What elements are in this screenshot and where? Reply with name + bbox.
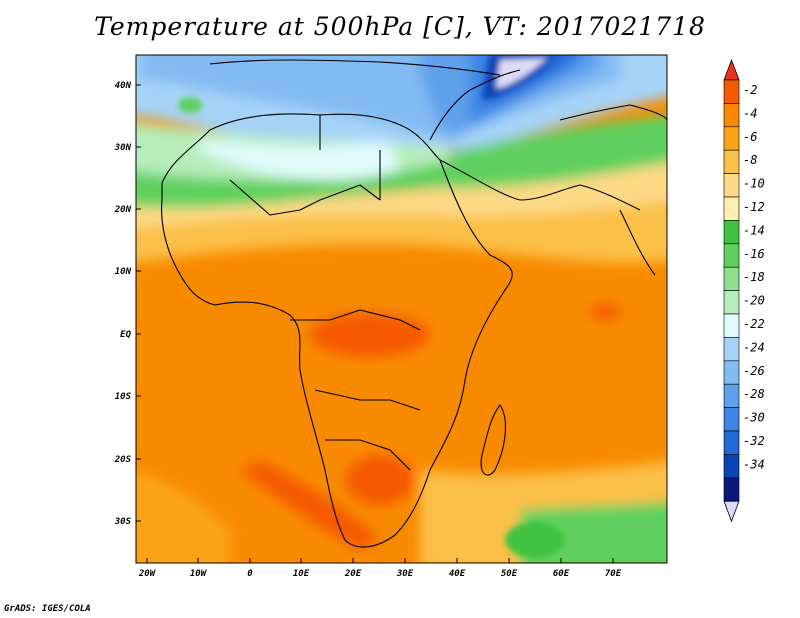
colorbar-label: -10 <box>743 177 765 191</box>
colorbar-label: -6 <box>743 130 757 144</box>
colorbar-swatch <box>723 454 740 479</box>
lon-label: 10W <box>190 569 208 579</box>
colorbar-bottom-arrow <box>723 500 740 523</box>
colorbar-swatch <box>723 79 740 104</box>
lat-label: 40N <box>115 81 132 91</box>
colorbar-swatch <box>723 220 740 245</box>
africa-coastline <box>161 59 667 548</box>
colorbar: -2 -4 -6 -8 -10 -12 -14 -16 -18 -20 -22 -24 -26 -28 -3… <box>723 58 765 523</box>
lat-label: 10N <box>115 267 132 277</box>
colorbar-label: -30 <box>743 411 765 425</box>
credit-text: GrADS: IGES/COLA <box>4 604 91 614</box>
colorbar-swatch <box>723 477 740 502</box>
lon-label: 20E <box>344 569 362 579</box>
lat-label: EQ <box>120 330 131 340</box>
madagascar-outline <box>480 404 506 476</box>
lon-labels: 20W 10W 0 10E 20E 30E 40E 50E 60E 70E <box>138 569 622 579</box>
colorbar-label: -20 <box>743 294 765 308</box>
colorbar-swatch <box>723 360 740 385</box>
temperature-field <box>136 55 667 563</box>
colorbar-label: -34 <box>743 457 765 471</box>
lat-labels: 40N 30N 20N 10N EQ 10S 20S 30S <box>114 81 132 527</box>
colorbar-label: -28 <box>743 387 765 401</box>
lat-label: 10S <box>115 392 132 402</box>
colorbar-label: -26 <box>743 364 765 378</box>
colorbar-swatch <box>723 103 740 128</box>
lat-label: 20N <box>114 205 132 215</box>
colorbar-swatch <box>723 149 740 174</box>
lon-label: 30E <box>396 569 414 579</box>
axis-ticks <box>136 84 614 563</box>
colorbar-label: -4 <box>743 106 757 120</box>
colorbar-swatch <box>723 173 740 198</box>
colorbar-label: -2 <box>743 83 757 97</box>
colorbar-label: -32 <box>743 434 765 448</box>
lon-label: 10E <box>293 569 310 579</box>
lon-label: 0 <box>247 569 253 579</box>
lon-label: 40E <box>449 569 466 579</box>
colorbar-label: -14 <box>743 223 765 237</box>
colorbar-swatch <box>723 290 740 315</box>
colorbar-swatch <box>723 196 740 221</box>
colorbar-label: -12 <box>743 200 765 214</box>
colorbar-label: -16 <box>743 247 765 261</box>
colorbar-label: -8 <box>743 153 757 167</box>
colorbar-swatch <box>723 407 740 432</box>
colorbar-swatch <box>723 430 740 455</box>
colorbar-swatch <box>723 383 740 408</box>
colorbar-swatch <box>723 243 740 268</box>
lon-label: 20W <box>138 569 157 579</box>
colorbar-label: -22 <box>743 317 765 331</box>
lon-label: 60E <box>553 569 570 579</box>
colorbar-swatch <box>723 337 740 362</box>
lat-label: 20S <box>114 455 132 465</box>
lon-label: 50E <box>501 569 518 579</box>
plot-frame <box>135 54 668 564</box>
colorbar-top-arrow <box>723 58 740 81</box>
colorbar-swatch <box>723 313 740 338</box>
lat-label: 30S <box>114 517 132 527</box>
colorbar-label: -24 <box>743 340 765 354</box>
colorbar-swatch <box>723 266 740 291</box>
colorbar-swatch <box>723 126 740 151</box>
map-title: Temperature at 500hPa [C], VT: 201702171… <box>94 12 706 41</box>
lat-label: 30N <box>114 143 132 153</box>
colorbar-label: -18 <box>743 270 765 284</box>
lon-label: 70E <box>605 569 622 579</box>
